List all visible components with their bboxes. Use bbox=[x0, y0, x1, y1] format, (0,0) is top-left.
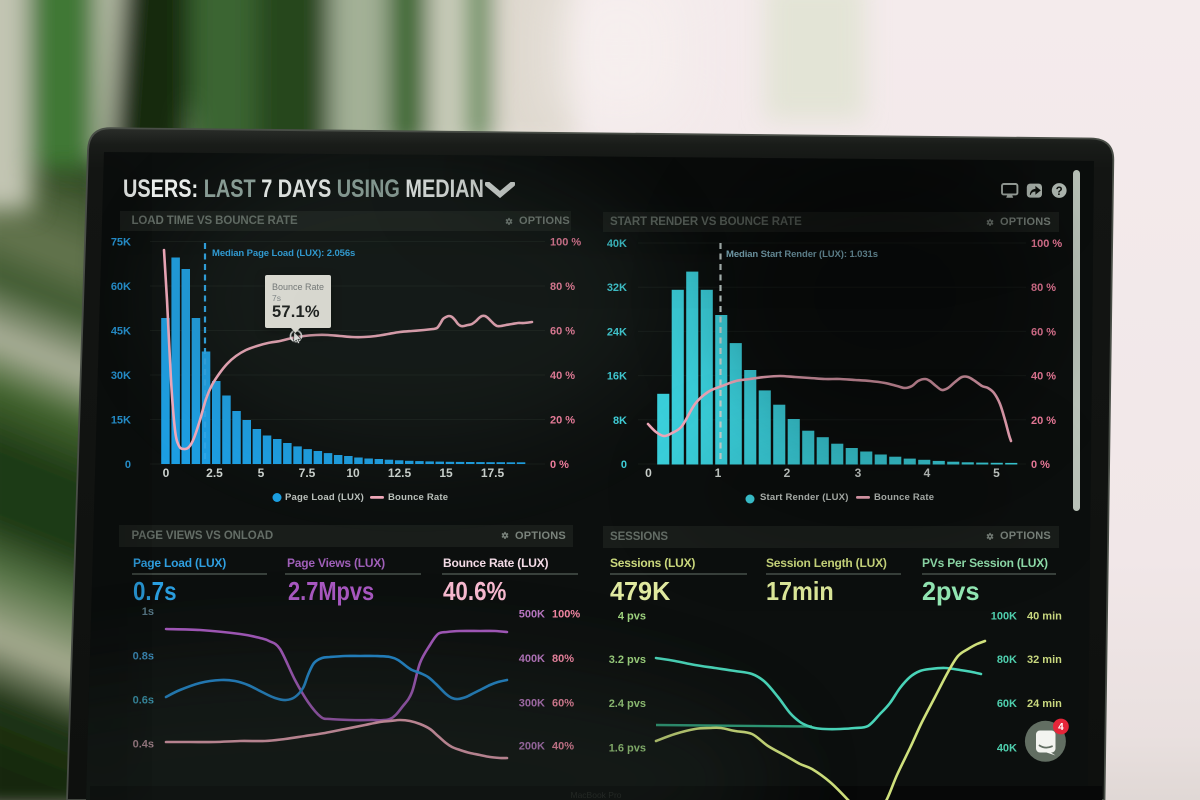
svg-text:1.6 pvs: 1.6 pvs bbox=[609, 743, 646, 755]
svg-text:60 %: 60 % bbox=[1031, 326, 1056, 338]
svg-text:32K: 32K bbox=[607, 282, 627, 294]
svg-text:15: 15 bbox=[439, 466, 453, 480]
svg-text:0 %: 0 % bbox=[550, 459, 569, 471]
svg-text:60K: 60K bbox=[111, 281, 131, 293]
svg-text:40 %: 40 % bbox=[550, 370, 575, 382]
svg-text:24K: 24K bbox=[607, 326, 627, 338]
svg-text:0 %: 0 % bbox=[1031, 459, 1050, 471]
svg-text:16K: 16K bbox=[607, 371, 627, 383]
svg-text:80K: 80K bbox=[997, 654, 1017, 666]
svg-text:400K: 400K bbox=[519, 653, 545, 665]
svg-text:1: 1 bbox=[715, 466, 722, 480]
svg-text:0: 0 bbox=[645, 466, 652, 480]
svg-text:?: ? bbox=[1055, 185, 1062, 197]
svg-text:60 %: 60 % bbox=[550, 326, 575, 338]
svg-text:40K: 40K bbox=[997, 743, 1017, 755]
svg-text:0: 0 bbox=[621, 459, 627, 471]
svg-text:7.5: 7.5 bbox=[299, 466, 316, 480]
svg-text:3: 3 bbox=[855, 466, 862, 480]
svg-text:100K: 100K bbox=[991, 611, 1017, 623]
svg-text:4: 4 bbox=[1058, 722, 1064, 733]
svg-text:15K: 15K bbox=[111, 415, 131, 427]
svg-text:3.2 pvs: 3.2 pvs bbox=[609, 654, 646, 666]
svg-text:30K: 30K bbox=[111, 370, 131, 382]
svg-text:2.4 pvs: 2.4 pvs bbox=[609, 698, 646, 710]
svg-text:4 pvs: 4 pvs bbox=[618, 611, 646, 623]
svg-text:100%: 100% bbox=[552, 609, 580, 621]
svg-text:100 %: 100 % bbox=[550, 237, 581, 249]
svg-text:2.5: 2.5 bbox=[206, 466, 223, 480]
svg-text:300K: 300K bbox=[519, 698, 545, 710]
svg-text:32 min: 32 min bbox=[1027, 654, 1062, 666]
svg-text:40 min: 40 min bbox=[1027, 611, 1062, 623]
svg-text:80%: 80% bbox=[552, 653, 574, 665]
svg-text:10: 10 bbox=[346, 466, 360, 480]
svg-text:17.5: 17.5 bbox=[481, 466, 505, 480]
svg-text:80 %: 80 % bbox=[550, 281, 575, 293]
svg-text:75K: 75K bbox=[111, 237, 131, 249]
svg-text:0.6s: 0.6s bbox=[133, 695, 154, 707]
svg-text:80 %: 80 % bbox=[1031, 282, 1056, 294]
svg-text:1s: 1s bbox=[142, 606, 154, 618]
svg-text:0.8s: 0.8s bbox=[133, 651, 154, 663]
svg-text:20 %: 20 % bbox=[550, 415, 575, 427]
svg-text:4: 4 bbox=[924, 466, 931, 480]
svg-text:60K: 60K bbox=[997, 698, 1017, 710]
svg-text:100 %: 100 % bbox=[1031, 238, 1062, 250]
svg-text:2: 2 bbox=[784, 466, 791, 480]
svg-text:5: 5 bbox=[993, 466, 1000, 480]
svg-text:12.5: 12.5 bbox=[388, 466, 412, 480]
svg-text:40K: 40K bbox=[607, 238, 627, 250]
svg-text:500K: 500K bbox=[519, 609, 545, 621]
svg-text:40%: 40% bbox=[552, 741, 574, 753]
svg-text:5: 5 bbox=[258, 466, 265, 480]
svg-text:8K: 8K bbox=[613, 415, 627, 427]
svg-text:0: 0 bbox=[125, 459, 131, 471]
svg-text:40 %: 40 % bbox=[1031, 371, 1056, 383]
svg-text:45K: 45K bbox=[111, 326, 131, 338]
svg-text:20 %: 20 % bbox=[1031, 415, 1056, 427]
svg-text:24 min: 24 min bbox=[1027, 698, 1062, 710]
svg-text:60%: 60% bbox=[552, 698, 574, 710]
svg-text:0: 0 bbox=[163, 466, 170, 480]
svg-text:200K: 200K bbox=[519, 741, 545, 753]
svg-text:0.4s: 0.4s bbox=[133, 739, 154, 751]
